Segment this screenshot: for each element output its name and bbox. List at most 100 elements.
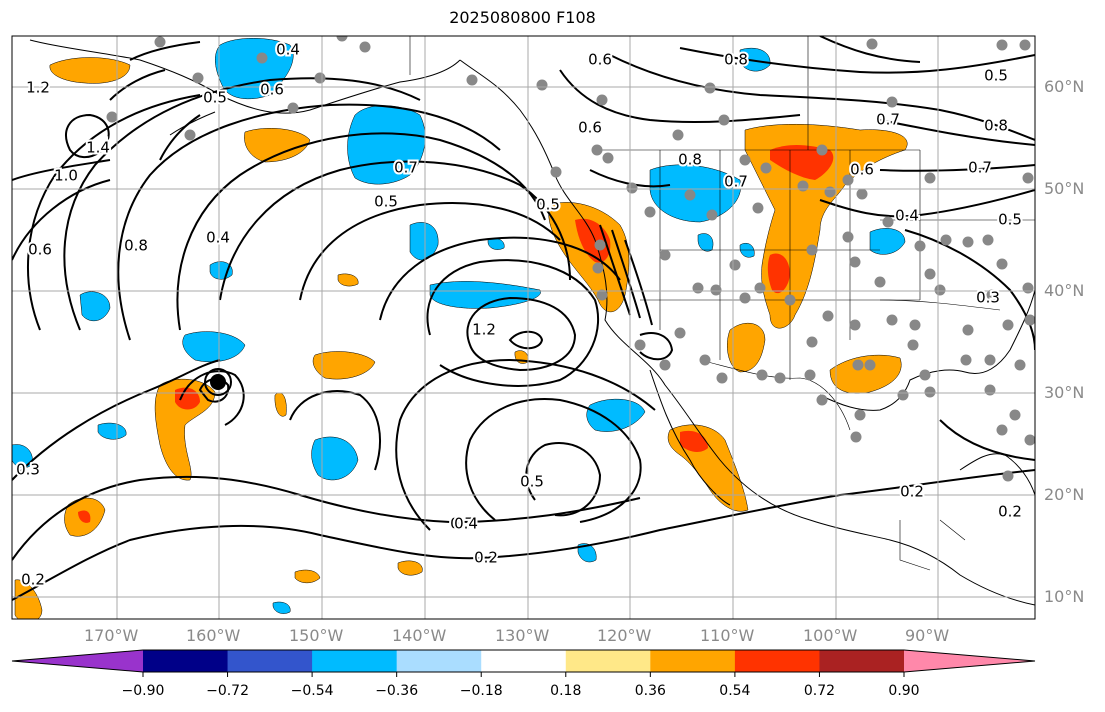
station-dot: [784, 294, 796, 306]
station-dot: [716, 372, 728, 384]
contour-label: 0.7: [450, 515, 474, 533]
colorbar-segment: [481, 650, 567, 672]
station-dot: [659, 249, 671, 261]
shaded-area: [397, 560, 423, 576]
station-dot: [594, 239, 606, 251]
colorbar-segment: [396, 650, 482, 672]
colorbar: [11, 649, 1036, 677]
colorbar-tick-label: −0.72: [206, 683, 249, 699]
colorbar-segment: [143, 650, 229, 672]
station-dot: [866, 38, 878, 50]
station-dot: [754, 282, 766, 294]
station-dot: [982, 234, 994, 246]
contour-label: 0.5: [984, 67, 1008, 85]
contour-label: 0.5: [536, 196, 560, 214]
station-dot: [924, 172, 936, 184]
colorbar-segment: [904, 650, 1035, 672]
shaded-area: [767, 253, 790, 294]
storm-center-marker: [210, 374, 226, 390]
latitude-label: 10°N: [1044, 587, 1085, 606]
station-dot: [287, 102, 299, 114]
contour-labels: 0.4 0.6 0.5 1.2 0.2 1.4 1.0 0.8 0.6 0.8 0.6 0.7 0.5 0…: [14, 39, 1024, 591]
latitude-label: 20°N: [1044, 485, 1085, 504]
latitude-label: 60°N: [1044, 77, 1085, 96]
shaded-area: [727, 322, 766, 373]
station-dot: [804, 369, 816, 381]
station-dot: [962, 236, 974, 248]
contour-label: 0.6: [260, 81, 284, 99]
station-dot: [1022, 172, 1034, 184]
station-dot: [919, 369, 931, 381]
contour-label: 0.7: [876, 111, 900, 129]
map-title: 2025080800 F108: [449, 8, 596, 27]
colorbar-tick-label: −0.36: [375, 683, 419, 699]
map-frame: [11, 35, 1036, 620]
shaded-area: [649, 164, 742, 223]
station-dot: [154, 36, 166, 48]
contour-label: 0.3: [976, 289, 1000, 307]
station-dot: [984, 354, 996, 366]
colorbar-segment: [227, 650, 313, 672]
station-dot: [729, 259, 741, 271]
station-dot: [842, 174, 854, 186]
station-dot: [550, 166, 562, 178]
latitude-label: 30°N: [1044, 383, 1085, 402]
station-dot: [849, 319, 861, 331]
station-dot: [852, 359, 864, 371]
station-dot: [596, 289, 608, 301]
station-dot: [596, 94, 608, 106]
contour-label: 0.8: [984, 117, 1008, 135]
contour-label: 0.5: [203, 89, 227, 107]
station-dot: [774, 372, 786, 384]
station-dot: [1009, 409, 1021, 421]
station-dot: [466, 74, 478, 86]
longitude-label: 170°W: [84, 626, 139, 645]
longitude-label: 120°W: [597, 626, 652, 645]
station-dot: [1014, 359, 1026, 371]
shaded-area: [577, 543, 597, 563]
contour-label: 0.4: [454, 515, 478, 533]
station-dot: [897, 389, 909, 401]
station-dot: [739, 292, 751, 304]
station-dot: [907, 339, 919, 351]
coastlines: [29, 39, 1035, 606]
station-dot: [1002, 470, 1014, 482]
station-dot: [842, 231, 854, 243]
station-dot: [674, 327, 686, 339]
station-dot: [626, 182, 638, 194]
station-dot: [739, 154, 751, 166]
station-dot: [934, 284, 946, 296]
latitude-label: 50°N: [1044, 179, 1085, 198]
station-dot: [1002, 319, 1014, 331]
station-dot: [756, 369, 768, 381]
shaded-area: [869, 228, 906, 255]
colorbar-tick-label: −0.54: [290, 683, 334, 699]
station-dot: [752, 202, 764, 214]
station-dot: [886, 96, 898, 108]
political-borders: [409, 36, 1035, 571]
station-dots: [106, 36, 1035, 482]
shaded-area: [97, 422, 127, 440]
station-dot: [602, 152, 614, 164]
station-dot: [797, 180, 809, 192]
station-dot: [924, 268, 936, 280]
station-dot: [699, 354, 711, 366]
longitude-label: 150°W: [289, 626, 344, 645]
station-dot: [684, 189, 696, 201]
station-dot: [996, 424, 1008, 436]
station-dot: [886, 314, 898, 326]
shaded-area: [272, 601, 291, 614]
station-dot: [849, 256, 861, 268]
contour-label: 0.5: [520, 473, 544, 491]
station-dot: [996, 39, 1008, 51]
station-dot: [822, 310, 834, 322]
contour-label: 0.8: [724, 51, 748, 69]
station-dot: [996, 258, 1008, 270]
colorbar-tick-label: −0.90: [121, 683, 165, 699]
shaded-area: [79, 291, 111, 322]
station-dot: [1024, 434, 1035, 446]
station-dot: [914, 240, 926, 252]
colorbar-tick-label: 0.72: [803, 683, 836, 699]
longitude-label: 160°W: [186, 626, 241, 645]
shaded-area: [244, 128, 311, 163]
